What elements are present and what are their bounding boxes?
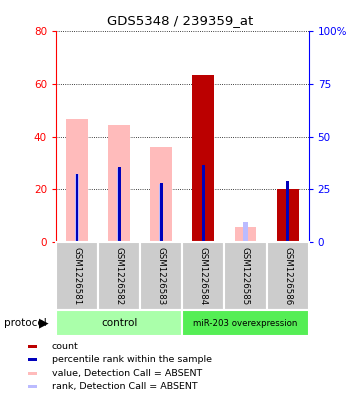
Bar <box>28 345 37 348</box>
Bar <box>28 358 37 361</box>
Bar <box>266 242 309 310</box>
Text: GDS5348 / 239359_at: GDS5348 / 239359_at <box>107 14 254 27</box>
Bar <box>182 310 309 336</box>
Text: ▶: ▶ <box>39 317 49 330</box>
Text: GSM1226582: GSM1226582 <box>115 247 123 305</box>
Bar <box>66 119 88 242</box>
Bar <box>277 189 299 242</box>
Bar <box>98 242 140 310</box>
Text: GSM1226585: GSM1226585 <box>241 247 250 305</box>
Bar <box>182 242 225 310</box>
Bar <box>140 242 182 310</box>
Text: GSM1226581: GSM1226581 <box>73 247 82 305</box>
Text: GSM1226586: GSM1226586 <box>283 247 292 305</box>
Text: protocol: protocol <box>4 318 46 328</box>
Bar <box>56 310 182 336</box>
Bar <box>75 174 78 242</box>
Bar <box>235 227 256 242</box>
Text: count: count <box>52 342 78 351</box>
Bar <box>192 75 214 242</box>
Bar <box>118 167 121 242</box>
Bar <box>160 183 163 242</box>
Text: percentile rank within the sample: percentile rank within the sample <box>52 355 212 364</box>
Bar <box>243 222 248 242</box>
Bar <box>225 242 266 310</box>
Bar <box>202 165 205 242</box>
Bar <box>159 184 163 242</box>
Text: control: control <box>101 318 137 328</box>
Bar <box>28 385 37 388</box>
Bar <box>117 168 121 242</box>
Text: GSM1226583: GSM1226583 <box>157 247 166 305</box>
Text: miR-203 overexpression: miR-203 overexpression <box>193 319 298 328</box>
Bar <box>28 372 37 375</box>
Bar <box>75 174 79 242</box>
Text: value, Detection Call = ABSENT: value, Detection Call = ABSENT <box>52 369 202 378</box>
Bar <box>286 181 289 242</box>
Bar <box>108 125 130 242</box>
Text: GSM1226584: GSM1226584 <box>199 247 208 305</box>
Bar <box>56 242 98 310</box>
Text: rank, Detection Call = ABSENT: rank, Detection Call = ABSENT <box>52 382 197 391</box>
Bar <box>150 147 172 242</box>
